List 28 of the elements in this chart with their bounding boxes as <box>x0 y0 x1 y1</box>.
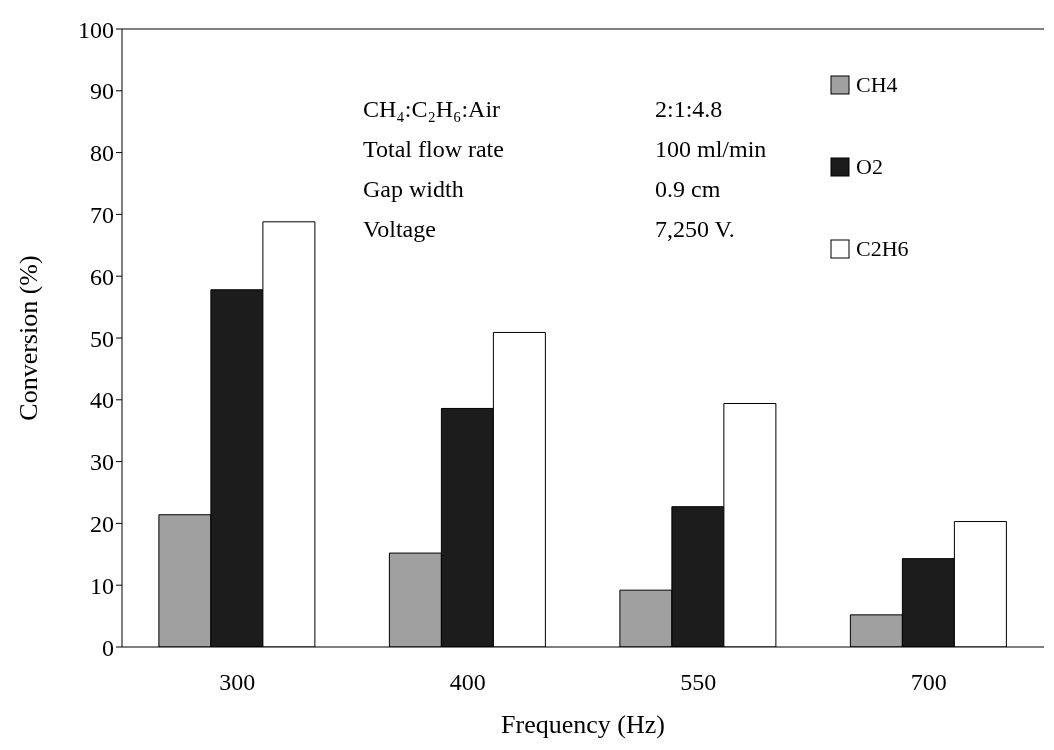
y-tick-label: 80 <box>90 140 114 167</box>
annotation: 100 ml/min <box>655 136 767 163</box>
annotation: CH₄:C₂H₆:Air <box>363 96 501 123</box>
annotation: Gap width <box>363 176 464 203</box>
x-tick-label: 400 <box>449 669 486 696</box>
y-tick-label: 0 <box>102 634 114 661</box>
x-tick-label: 550 <box>680 669 717 696</box>
y-tick-label: 70 <box>90 201 114 228</box>
legend-label: CH4 <box>856 72 898 98</box>
annotation: 2:1:4.8 <box>655 96 723 123</box>
x-tick-label: 700 <box>910 669 947 696</box>
y-tick-label: 60 <box>90 263 114 290</box>
annotation: 7,250 V. <box>655 216 735 243</box>
y-tick-label: 100 <box>78 16 114 43</box>
x-axis-title: Frequency (Hz) <box>501 710 665 739</box>
annotation: Total flow rate <box>363 136 504 163</box>
legend-label: O2 <box>856 154 883 180</box>
y-tick-label: 90 <box>90 78 114 105</box>
legend-label: C2H6 <box>856 236 909 262</box>
y-tick-label: 10 <box>90 572 114 599</box>
annotation: 0.9 cm <box>655 176 721 203</box>
y-tick-label: 50 <box>90 325 114 352</box>
y-tick-label: 30 <box>90 449 114 476</box>
annotation: Voltage <box>363 216 436 243</box>
y-tick-label: 20 <box>90 510 114 537</box>
y-tick-label: 40 <box>90 387 114 414</box>
x-tick-label: 300 <box>219 669 256 696</box>
y-axis-title: Conversion (%) <box>14 255 44 421</box>
